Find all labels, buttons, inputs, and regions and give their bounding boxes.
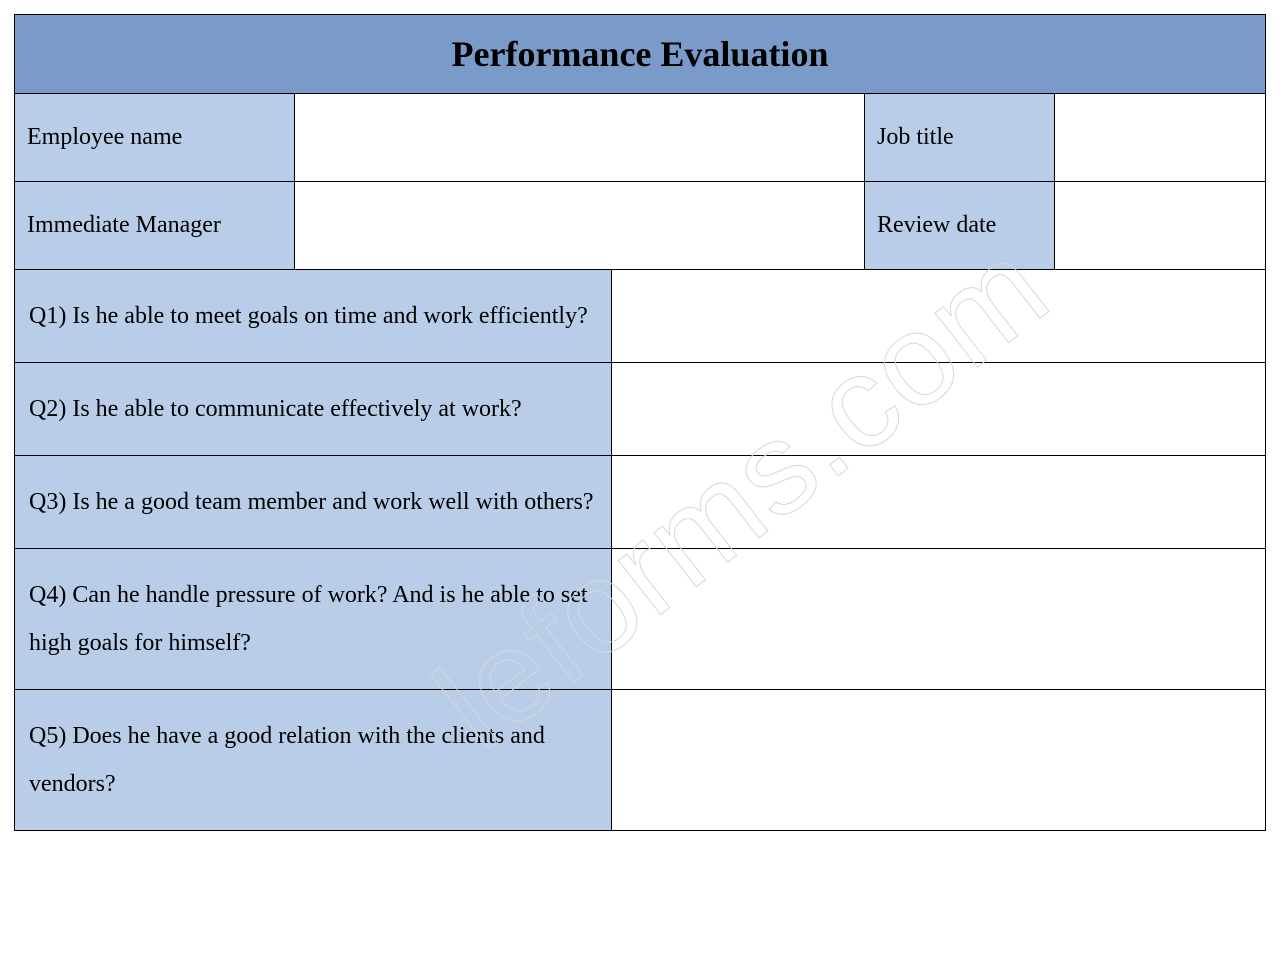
question-row-4: Q4) Can he handle pressure of work? And … [15, 549, 1265, 690]
question-row-3: Q3) Is he a good team member and work we… [15, 456, 1265, 549]
question-5-answer[interactable] [612, 690, 1265, 830]
question-row-1: Q1) Is he able to meet goals on time and… [15, 270, 1265, 363]
info-row-1: Employee name Job title [15, 94, 1265, 182]
question-row-2: Q2) Is he able to communicate effectivel… [15, 363, 1265, 456]
question-5-text: Q5) Does he have a good relation with th… [15, 690, 612, 830]
immediate-manager-field[interactable] [295, 182, 865, 269]
form-title: Performance Evaluation [452, 34, 829, 74]
info-row-2: Immediate Manager Review date [15, 182, 1265, 270]
employee-name-field[interactable] [295, 94, 865, 181]
immediate-manager-label: Immediate Manager [15, 182, 295, 269]
question-1-text: Q1) Is he able to meet goals on time and… [15, 270, 612, 362]
question-2-text: Q2) Is he able to communicate effectivel… [15, 363, 612, 455]
question-row-5: Q5) Does he have a good relation with th… [15, 690, 1265, 830]
employee-name-label: Employee name [15, 94, 295, 181]
question-4-answer[interactable] [612, 549, 1265, 689]
evaluation-form: Performance Evaluation Employee name Job… [14, 14, 1266, 831]
job-title-label: Job title [865, 94, 1055, 181]
job-title-field[interactable] [1055, 94, 1265, 181]
question-3-answer[interactable] [612, 456, 1265, 548]
review-date-field[interactable] [1055, 182, 1265, 269]
review-date-label: Review date [865, 182, 1055, 269]
question-3-text: Q3) Is he a good team member and work we… [15, 456, 612, 548]
question-1-answer[interactable] [612, 270, 1265, 362]
question-4-text: Q4) Can he handle pressure of work? And … [15, 549, 612, 689]
question-2-answer[interactable] [612, 363, 1265, 455]
title-row: Performance Evaluation [15, 15, 1265, 94]
